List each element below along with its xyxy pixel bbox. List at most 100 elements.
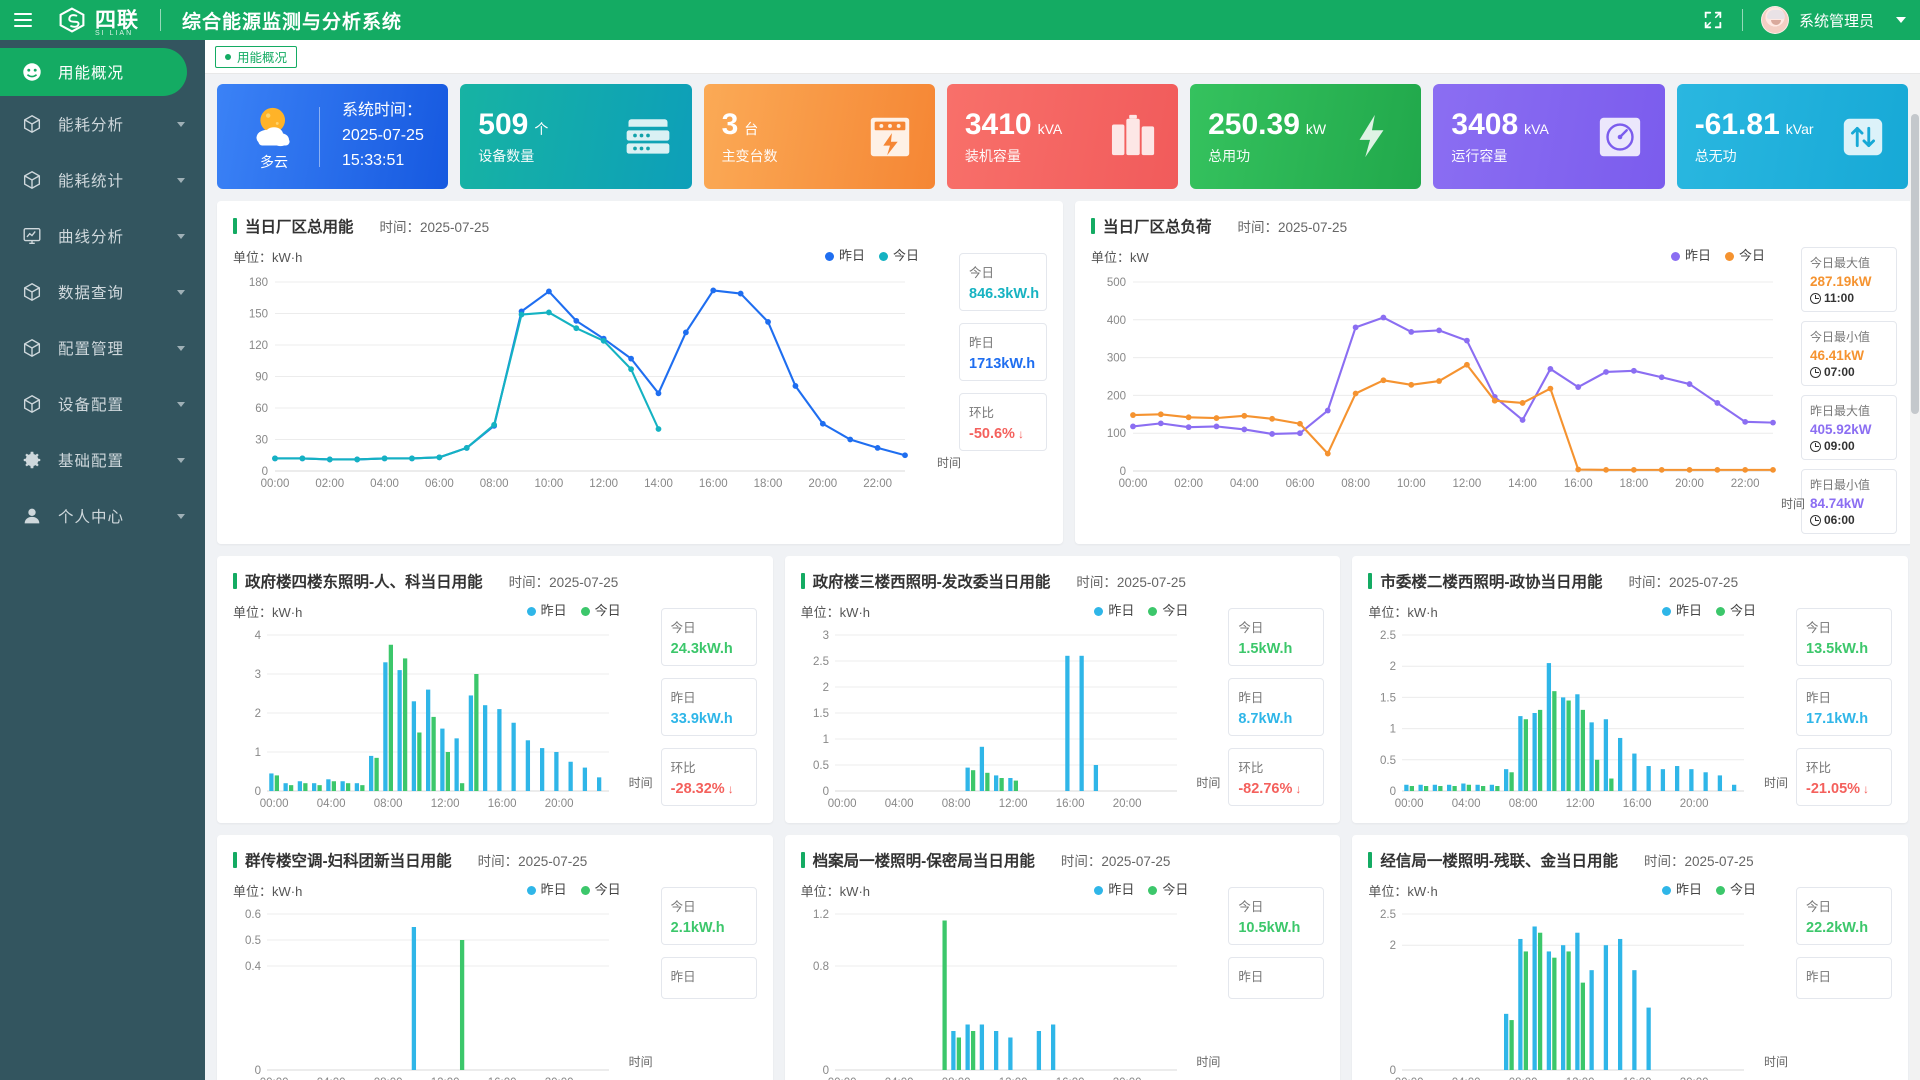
legend-item-1[interactable]: 昨日 — [1094, 879, 1134, 898]
panel-time: 时间：2025-07-25 — [1629, 571, 1739, 591]
unit-label: 单位：kW·h — [800, 605, 871, 620]
legend-item-2[interactable]: 今日 — [1724, 245, 1765, 264]
sidebar-item-9[interactable]: 个人中心 — [0, 488, 205, 544]
kpi-value: 22.2kW.h — [1806, 920, 1869, 936]
svg-text:16:00: 16:00 — [1055, 798, 1084, 810]
sidebar-item-2[interactable]: 能耗分析 — [0, 96, 205, 152]
svg-text:08:00: 08:00 — [374, 798, 403, 810]
legend-item-2[interactable]: 今日 — [1716, 879, 1756, 898]
chart-area[interactable]: 单位：kW·h 昨日 今日 0 2 2.5 00:00 04:00 08:00 12:00 16… — [1368, 879, 1788, 1080]
stat-card-6[interactable]: 3408 kVA 运行容量 — [1433, 84, 1665, 189]
battery-stack-icon — [1108, 113, 1160, 161]
svg-text:20:00: 20:00 — [808, 478, 837, 490]
legend-item-2[interactable]: 今日 — [1148, 879, 1188, 898]
svg-text:0: 0 — [822, 786, 828, 798]
unit-label: 单位：kW — [1091, 250, 1149, 265]
unit-label: 单位：kW·h — [1368, 884, 1438, 899]
legend-dot-icon — [526, 607, 536, 617]
panel-title-text: 政府楼三楼西照明-发改委当日用能 — [812, 574, 1051, 591]
content-scroll-area[interactable]: 多云 系统时间： 2025-07-25 15:33:51 509 个 设备数量 — [205, 74, 1920, 1080]
panel-row-1: 当日厂区总用能 时间：2025-07-25 单位：kW·h 昨日 今日 0 30 60… — [217, 201, 1913, 544]
legend-item-2[interactable]: 今日 — [878, 245, 919, 264]
panel-shiwei2f-west: 市委楼二楼西照明-政协当日用能 时间：2025-07-25 单位：kW·h 昨日… — [1352, 556, 1909, 823]
svg-text:12:00: 12:00 — [998, 798, 1027, 810]
legend-item-2[interactable]: 今日 — [1148, 600, 1188, 619]
sidebar-item-label: 曲线分析 — [58, 229, 125, 246]
panel-plant-load: 当日厂区总负荷 时间：2025-07-25 单位：kW 昨日 今日 0 100 200… — [1075, 201, 1913, 544]
kpi-label: 今日 — [969, 266, 995, 280]
chart-area[interactable]: 单位：kW·h 昨日 今日 0 30 60 90 120 150 180 00:00 02:00 0… — [233, 245, 961, 493]
stat-card-7[interactable]: -61.81 kVar 总无功 — [1676, 84, 1908, 189]
sidebar-item-1[interactable]: 用能概况 — [0, 48, 187, 96]
sidebar-item-5[interactable]: 数据查询 — [0, 264, 205, 320]
panel-time: 时间：2025-07-25 — [1238, 216, 1348, 236]
legend-item-2[interactable]: 今日 — [580, 600, 621, 619]
kpi-label: 环比 — [670, 761, 696, 775]
minmax-column: 今日最大值 287.19kW 11:00 今日最小值 46.41kW 07:00… — [1801, 247, 1897, 534]
card-divider — [319, 106, 320, 167]
svg-text:04:00: 04:00 — [1452, 798, 1481, 810]
sidebar-item-8[interactable]: 基础配置 — [0, 432, 205, 488]
chart-area[interactable]: 单位：kW·h 昨日 今日 0 1 2 3 4 00:00 04:00 08:00 12:00 16… — [233, 600, 653, 813]
svg-text:08:00: 08:00 — [480, 478, 509, 490]
title-accent-bar — [1091, 218, 1095, 234]
title-accent-bar — [233, 218, 237, 234]
chevron-down-icon[interactable] — [1896, 17, 1906, 23]
legend-dot-icon — [1094, 607, 1104, 617]
minmax-time: 06:00 — [1810, 513, 1888, 527]
kpi-label: 今日 — [670, 900, 696, 914]
stat-card-2[interactable]: 509 个 设备数量 — [460, 84, 692, 189]
stat-card-4[interactable]: 3410 kVA 装机容量 — [946, 84, 1179, 189]
scrollbar-track[interactable] — [1910, 74, 1920, 1080]
svg-text:00:00: 00:00 — [261, 478, 290, 490]
legend-label: 今日 — [594, 603, 621, 618]
chart-area[interactable]: 单位：kW·h 昨日 今日 0 0.5 1 1.5 2 2.5 3 00:00 04:00 08:0… — [800, 600, 1221, 813]
kpi-value: 846.3kW.h — [969, 286, 1040, 302]
tab-dot-icon — [225, 53, 231, 60]
kpi-box-1: 今日 10.5kW.h — [1228, 887, 1325, 945]
x-axis-label: 时间 — [628, 776, 653, 790]
legend-item-1[interactable]: 昨日 — [1661, 600, 1702, 619]
legend-item-1[interactable]: 昨日 — [824, 245, 865, 264]
stat-card-3[interactable]: 3 台 主变台数 — [703, 84, 935, 189]
minmax-value: 405.92kW — [1810, 422, 1872, 437]
unit-label: 单位：kW·h — [233, 605, 303, 620]
legend-item-1[interactable]: 昨日 — [1661, 879, 1702, 898]
legend-item-1[interactable]: 昨日 — [1094, 600, 1134, 619]
stat-card-1[interactable]: 多云 系统时间： 2025-07-25 15:33:51 — [217, 84, 449, 189]
chart-area[interactable]: 单位：kW·h 昨日 今日 0 0.5 1 1.5 2 2.5 00:00 04:00 08:00… — [1368, 600, 1788, 813]
chart-area[interactable]: 单位：kW·h 昨日 今日 0 0.8 1.2 00:00 04:00 08:00 12:00… — [801, 879, 1221, 1080]
chart-legend: 昨日 今日 — [1670, 245, 1765, 264]
scrollbar-thumb[interactable] — [1911, 114, 1919, 414]
kpi-box-2: 昨日 — [660, 957, 757, 999]
legend-item-2[interactable]: 今日 — [580, 879, 621, 898]
sidebar-item-6[interactable]: 配置管理 — [0, 320, 205, 376]
svg-text:08:00: 08:00 — [941, 1077, 970, 1080]
legend-label: 今日 — [1730, 603, 1757, 618]
title-accent-bar — [800, 852, 805, 868]
stat-card-5[interactable]: 250.39 kW 总用功 — [1190, 84, 1422, 189]
sidebar-item-7[interactable]: 设备配置 — [0, 376, 205, 432]
kpi-label: 今日 — [670, 621, 696, 635]
panel-body: 单位：kW·h 昨日 今日 0 30 60 90 120 150 180 00:00 02:00 0… — [233, 247, 1047, 493]
svg-text:12:00: 12:00 — [998, 1077, 1027, 1080]
sidebar-item-4[interactable]: 曲线分析 — [0, 208, 205, 264]
legend-item-2[interactable]: 今日 — [1716, 600, 1756, 619]
tab-overview[interactable]: 用能概况 — [215, 45, 298, 68]
chart-area[interactable]: 单位：kW·h 昨日 今日 0 0.4 0.5 0.6 00:00 04:00 08:00 12… — [233, 879, 653, 1080]
legend-item-1[interactable]: 昨日 — [526, 600, 567, 619]
sidebar-item-3[interactable]: 能耗统计 — [0, 152, 205, 208]
svg-text:0: 0 — [822, 1065, 828, 1077]
avatar[interactable] — [1760, 6, 1789, 34]
panel-title-text: 群传楼空调-妇科团新当日用能 — [245, 853, 452, 870]
fullscreen-icon[interactable] — [1702, 9, 1724, 31]
svg-text:06:00: 06:00 — [425, 478, 454, 490]
stat-text: 250.39 kW 总用功 — [1208, 108, 1326, 166]
legend-item-1[interactable]: 昨日 — [1670, 245, 1711, 264]
chart-area[interactable]: 单位：kW 昨日 今日 0 100 200 300 400 500 00:00 02:00 04:… — [1091, 245, 1805, 534]
hamburger-icon[interactable] — [14, 9, 36, 31]
legend-item-1[interactable]: 昨日 — [526, 879, 567, 898]
svg-text:500: 500 — [1107, 277, 1126, 289]
svg-text:2.5: 2.5 — [1380, 630, 1396, 642]
system-date: 2025-07-25 — [342, 127, 424, 145]
